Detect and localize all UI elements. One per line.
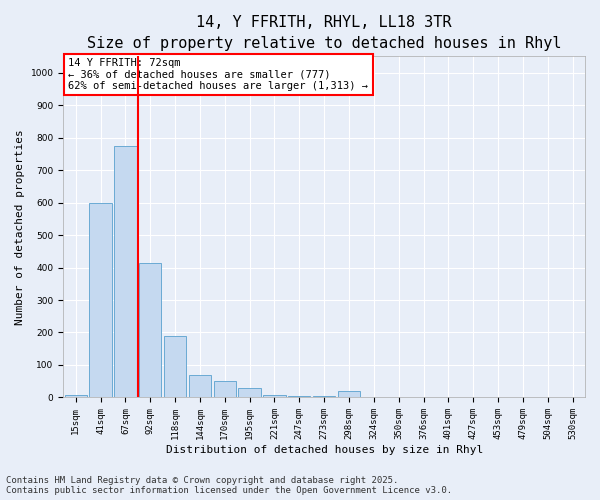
Bar — [189, 374, 211, 398]
Bar — [164, 336, 186, 398]
Y-axis label: Number of detached properties: Number of detached properties — [15, 129, 25, 325]
Bar — [114, 146, 137, 398]
X-axis label: Distribution of detached houses by size in Rhyl: Distribution of detached houses by size … — [166, 445, 483, 455]
Bar — [65, 395, 87, 398]
Bar — [288, 396, 310, 398]
Text: Contains HM Land Registry data © Crown copyright and database right 2025.
Contai: Contains HM Land Registry data © Crown c… — [6, 476, 452, 495]
Bar — [238, 388, 261, 398]
Bar — [338, 391, 360, 398]
Bar — [313, 396, 335, 398]
Bar — [89, 202, 112, 398]
Bar — [139, 262, 161, 398]
Text: 14 Y FFRITH: 72sqm
← 36% of detached houses are smaller (777)
62% of semi-detach: 14 Y FFRITH: 72sqm ← 36% of detached hou… — [68, 58, 368, 91]
Bar — [263, 395, 286, 398]
Bar — [214, 381, 236, 398]
Title: 14, Y FFRITH, RHYL, LL18 3TR
Size of property relative to detached houses in Rhy: 14, Y FFRITH, RHYL, LL18 3TR Size of pro… — [87, 15, 562, 51]
